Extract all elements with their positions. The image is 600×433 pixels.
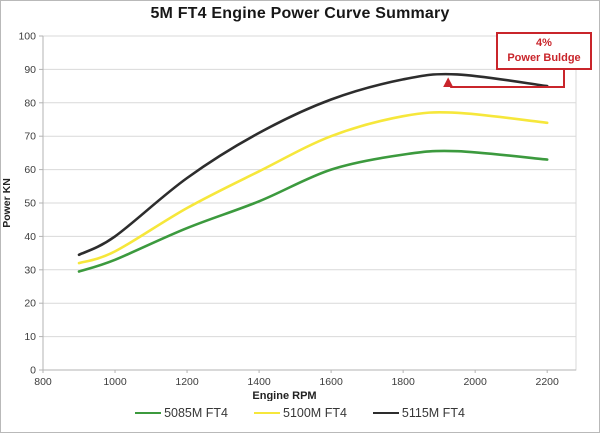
svg-text:60: 60 (24, 164, 36, 176)
svg-text:80: 80 (24, 97, 36, 109)
series-line-5100m-ft4 (77, 111, 549, 265)
legend-item-5100m: 5100M FT4 (254, 406, 347, 420)
svg-text:2200: 2200 (536, 376, 560, 388)
svg-text:1600: 1600 (319, 376, 343, 388)
svg-text:40: 40 (24, 231, 36, 243)
svg-text:10: 10 (24, 331, 36, 343)
legend-label: 5115M FT4 (401, 406, 465, 420)
chart-title: 5M FT4 Engine Power Curve Summary (150, 5, 450, 22)
svg-text:1200: 1200 (175, 376, 199, 388)
svg-text:70: 70 (24, 131, 36, 143)
legend-label: 5085M FT4 (164, 406, 228, 420)
svg-text:100: 100 (18, 31, 36, 43)
chart-legend: 5085M FT4 5100M FT4 5115M FT4 (1, 406, 599, 420)
annotation-arrowhead (443, 77, 454, 87)
svg-text:50: 50 (24, 198, 36, 210)
svg-text:1800: 1800 (391, 376, 415, 388)
svg-text:30: 30 (24, 264, 36, 276)
svg-text:90: 90 (24, 64, 36, 76)
svg-text:20: 20 (24, 298, 36, 310)
legend-line-swatch-black (372, 412, 399, 414)
annotation-line-1: 4% (536, 37, 552, 49)
x-axis-title: Engine RPM (252, 390, 316, 401)
svg-text:1000: 1000 (103, 376, 127, 388)
series-line-5085m-ft4 (77, 149, 549, 273)
legend-line-swatch-yellow (254, 412, 280, 414)
chart-plot-area: 0 10 20 30 40 50 60 70 80 90 100 800 1000 1200 1400 160… (1, 31, 577, 401)
svg-text:800: 800 (34, 376, 52, 388)
legend-label: 5100M FT4 (283, 406, 347, 420)
annotation-line-2: Power Buldge (507, 52, 581, 64)
y-axis-title: Power KN (1, 178, 13, 228)
legend-item-5085m: 5085M FT4 (135, 406, 228, 420)
annotation-connector-line (450, 69, 565, 88)
series-line-5115m-ft4 (77, 72, 549, 257)
legend-line-swatch-green (135, 412, 162, 414)
svg-text:1400: 1400 (247, 376, 271, 388)
svg-text:2000: 2000 (463, 376, 487, 388)
power-bulge-annotation: 4% Power Buldge (496, 32, 592, 70)
legend-item-5115m: 5115M FT4 (372, 406, 465, 420)
svg-text:0: 0 (30, 365, 36, 377)
